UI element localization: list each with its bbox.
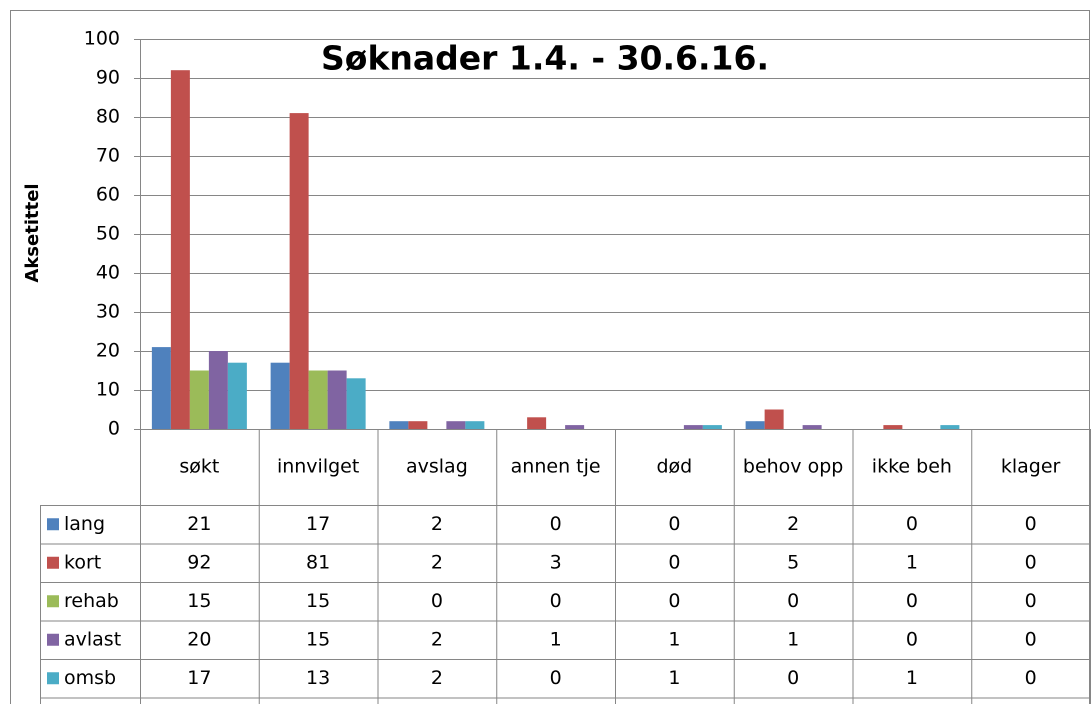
table-value: 2 — [431, 667, 443, 689]
table-value: 1 — [668, 628, 680, 650]
bar — [227, 362, 247, 429]
table-value: 2 — [431, 513, 443, 535]
legend-label: lang — [64, 513, 105, 535]
y-tick-label: 70 — [96, 145, 120, 167]
table-value: 1 — [550, 628, 562, 650]
bar — [170, 70, 190, 429]
table-value: 0 — [787, 667, 799, 689]
table-value: 0 — [1025, 551, 1037, 573]
table-value: 0 — [787, 590, 799, 612]
table-value: 1 — [668, 667, 680, 689]
table-value: 0 — [1025, 513, 1037, 535]
bar — [446, 421, 466, 429]
bar — [308, 370, 328, 429]
table-value: 92 — [187, 551, 211, 573]
x-tick-label: ikke beh — [872, 456, 952, 478]
bar — [764, 409, 784, 429]
bar — [802, 425, 822, 429]
table-value: 2 — [787, 513, 799, 535]
bar — [270, 362, 290, 429]
table-value: 5 — [787, 551, 799, 573]
table-value: 0 — [906, 513, 918, 535]
bar — [702, 425, 722, 429]
table-value: 0 — [431, 590, 443, 612]
y-tick-label: 90 — [96, 67, 120, 89]
table-value: 1 — [906, 667, 918, 689]
legend-label: rehab — [64, 590, 119, 612]
table-value: 0 — [550, 513, 562, 535]
y-tick-label: 20 — [96, 340, 120, 362]
table-value: 15 — [187, 590, 211, 612]
table-value: 81 — [306, 551, 330, 573]
y-axis-title: Aksetittel — [22, 183, 43, 282]
table-value: 0 — [550, 590, 562, 612]
y-tick-label: 100 — [84, 28, 120, 50]
bar — [389, 421, 409, 429]
y-tick-label: 40 — [96, 262, 120, 284]
bar — [408, 421, 428, 429]
y-tick-label: 60 — [96, 184, 120, 206]
bar — [465, 421, 485, 429]
y-tick-label: 80 — [96, 106, 120, 128]
table-value: 2 — [431, 628, 443, 650]
x-tick-label: avslag — [406, 456, 468, 478]
bar — [346, 378, 366, 429]
chart-border — [10, 10, 1090, 704]
x-tick-label: innvilget — [277, 456, 359, 478]
table-value: 1 — [787, 628, 799, 650]
legend-label: avlast — [64, 628, 121, 650]
table-value: 13 — [306, 667, 330, 689]
table-value: 15 — [306, 628, 330, 650]
y-tick-label: 0 — [108, 418, 120, 440]
table-value: 15 — [306, 590, 330, 612]
x-tick-label: annen tje — [511, 456, 601, 478]
y-tick-label: 10 — [96, 379, 120, 401]
table-value: 0 — [668, 590, 680, 612]
table-value: 2 — [431, 551, 443, 573]
table-value: 0 — [1025, 628, 1037, 650]
table-value: 21 — [187, 513, 211, 535]
bar — [883, 425, 903, 429]
x-tick-label: søkt — [179, 456, 219, 478]
table-value: 0 — [906, 590, 918, 612]
table-value: 17 — [306, 513, 330, 535]
y-tick-label: 30 — [96, 301, 120, 323]
bar — [208, 351, 228, 429]
legend-swatch — [47, 595, 59, 608]
x-tick-label: død — [657, 456, 693, 478]
legend-label: kort — [64, 551, 101, 573]
bar — [940, 425, 960, 429]
y-tick-label: 50 — [96, 223, 120, 245]
bar — [189, 370, 209, 429]
table-value: 0 — [668, 551, 680, 573]
legend-swatch — [47, 518, 59, 531]
bar — [683, 425, 703, 429]
chart-title: Søknader 1.4. - 30.6.16. — [321, 39, 769, 78]
table-value: 0 — [1025, 667, 1037, 689]
bar — [327, 370, 347, 429]
legend-label: omsb — [64, 667, 116, 689]
legend-swatch — [47, 633, 59, 646]
table-value: 20 — [187, 628, 211, 650]
table-value: 0 — [668, 513, 680, 535]
x-tick-label: klager — [1001, 456, 1061, 478]
legend-swatch — [47, 556, 59, 569]
table-value: 0 — [1025, 590, 1037, 612]
table-value: 1 — [906, 551, 918, 573]
table-value: 0 — [906, 628, 918, 650]
x-tick-label: behov opp — [743, 456, 843, 478]
table-value: 3 — [550, 551, 562, 573]
bar — [527, 417, 547, 429]
table-value: 0 — [550, 667, 562, 689]
table-value: 17 — [187, 667, 211, 689]
bar — [745, 421, 765, 429]
bar — [565, 425, 585, 429]
bar — [289, 113, 309, 429]
legend-swatch — [47, 672, 59, 685]
bar — [151, 347, 171, 429]
